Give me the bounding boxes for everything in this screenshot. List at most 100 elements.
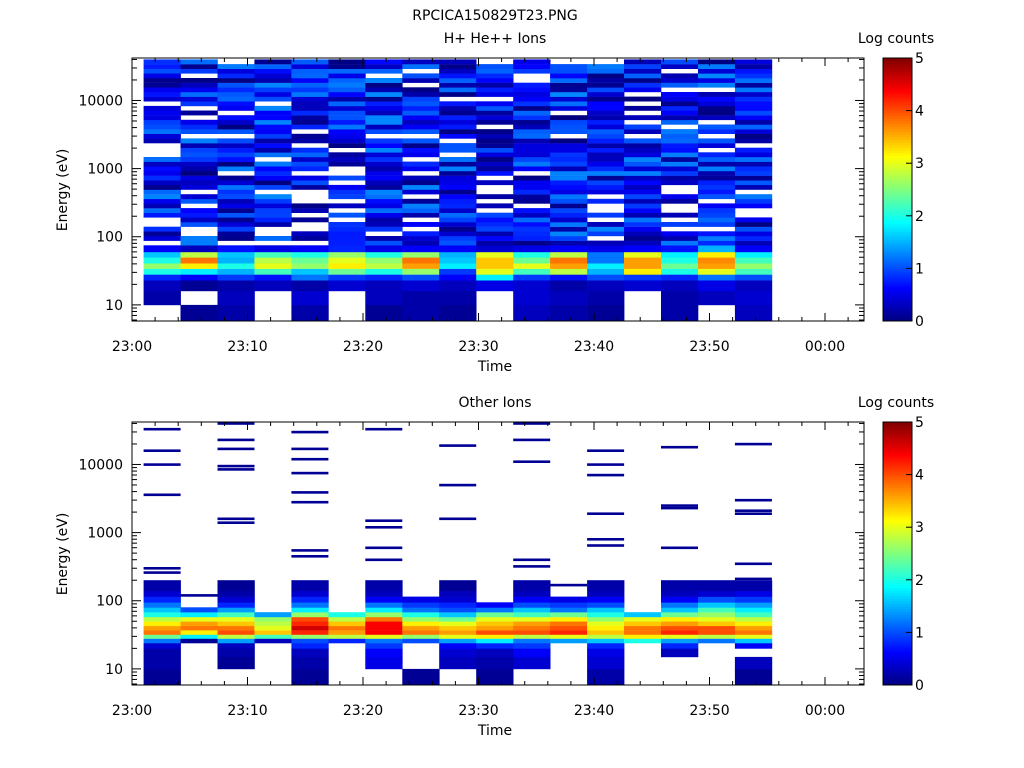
- heatmap-cell: [587, 152, 625, 158]
- heatmap-cell: [402, 101, 440, 107]
- heatmap-cell: [328, 251, 366, 258]
- heatmap-cell: [513, 101, 551, 107]
- heatmap-cell: [476, 133, 514, 139]
- heatmap-cell: [254, 105, 292, 111]
- heatmap-cell: [550, 73, 588, 79]
- heatmap-cell: [624, 280, 662, 292]
- heatmap-cell: [476, 161, 514, 167]
- heatmap-cell: [365, 280, 403, 292]
- heatmap-cell: [291, 643, 329, 649]
- heatmap-line: [587, 449, 625, 452]
- heatmap-cell: [698, 634, 736, 639]
- heatmap-cell: [476, 105, 514, 111]
- heatmap-cell: [698, 161, 736, 167]
- heatmap-cell: [734, 245, 773, 253]
- heatmap-cell: [291, 119, 329, 125]
- heatmap-cell: [439, 268, 477, 275]
- heatmap-cell: [476, 73, 514, 79]
- heatmap-cell: [624, 263, 662, 269]
- heatmap-cell: [513, 634, 551, 639]
- heatmap-cell: [180, 236, 218, 241]
- heatmap-cell: [365, 274, 403, 281]
- heatmap-cell: [513, 59, 551, 65]
- heatmap-cell: [587, 263, 625, 269]
- heatmap-cell: [328, 616, 366, 622]
- heatmap-cell: [624, 240, 662, 246]
- heatmap-cell: [291, 607, 329, 613]
- heatmap-cell: [439, 73, 477, 79]
- heatmap-cell: [328, 129, 366, 134]
- heatmap-cell: [291, 68, 329, 74]
- heatmap-cell: [734, 194, 773, 200]
- heatmap-cell: [661, 78, 699, 83]
- heatmap-cell: [328, 101, 366, 107]
- heatmap-cell: [143, 638, 181, 644]
- heatmap-cell: [734, 217, 773, 223]
- heatmap-cell: [254, 143, 292, 148]
- heatmap-cell: [624, 124, 662, 130]
- heatmap-cell: [143, 648, 181, 658]
- heatmap-cell: [513, 621, 551, 627]
- heatmap-cell: [624, 105, 662, 111]
- heatmap-cell: [328, 105, 366, 111]
- heatmap-cell: [587, 596, 625, 603]
- heatmap-cell: [217, 291, 255, 306]
- heatmap-cell: [513, 166, 551, 172]
- heatmap-cell: [734, 236, 773, 241]
- heatmap-line: [180, 594, 218, 597]
- heatmap-cell: [513, 194, 551, 200]
- heatmap-line: [587, 538, 625, 541]
- heatmap-cell: [439, 217, 477, 223]
- heatmap-cell: [365, 82, 403, 88]
- heatmap-cell: [439, 189, 477, 195]
- heatmap-cell: [734, 73, 773, 79]
- heatmap-cell: [217, 217, 255, 223]
- heatmap-line: [513, 460, 551, 463]
- heatmap-cell: [661, 119, 699, 125]
- heatmap-cell: [180, 612, 218, 618]
- heatmap-cell: [587, 231, 625, 237]
- heatmap-cell: [291, 596, 329, 603]
- heatmap-cell: [217, 208, 255, 213]
- heatmap-cell: [587, 643, 625, 649]
- heatmap-cell: [661, 143, 699, 148]
- heatmap-cell: [734, 304, 773, 322]
- heatmap-cell: [550, 612, 588, 618]
- heatmap-cell: [217, 638, 255, 644]
- heatmap-cell: [439, 68, 477, 74]
- heatmap-cell: [698, 217, 736, 223]
- heatmap-cell: [624, 203, 662, 209]
- heatmap-cell: [217, 124, 255, 130]
- x-axis-label: Time: [477, 723, 512, 739]
- heatmap-cell: [328, 236, 366, 241]
- heatmap-cell: [143, 590, 181, 597]
- heatmap-cell: [180, 184, 218, 190]
- heatmap-cell: [328, 184, 366, 190]
- heatmap-cell: [624, 184, 662, 190]
- heatmap-cell: [513, 157, 551, 162]
- heatmap-cell: [439, 607, 477, 613]
- heatmap-cell: [365, 124, 403, 130]
- heatmap-cell: [402, 184, 440, 190]
- heatmap-cell: [624, 226, 662, 232]
- heatmap-cell: [661, 590, 699, 597]
- heatmap-cell: [217, 245, 255, 253]
- heatmap-cell: [217, 119, 255, 125]
- heatmap-cell: [734, 152, 773, 158]
- heatmap-cell: [291, 304, 329, 322]
- heatmap-cell: [550, 245, 588, 253]
- heatmap-cell: [513, 251, 551, 258]
- heatmap-cell: [439, 240, 477, 246]
- heatmap-cell: [550, 64, 588, 69]
- heatmap-cell: [254, 59, 292, 65]
- colorbar: 0 1 2 3 4 5: [882, 51, 924, 330]
- heatmap-cell: [143, 236, 181, 241]
- heatmap-cell: [513, 602, 551, 608]
- heatmap-cell: [365, 105, 403, 111]
- heatmap-cell: [476, 634, 514, 639]
- heatmap-cell: [550, 152, 588, 158]
- heatmap-cell: [624, 157, 662, 162]
- heatmap-cell: [513, 143, 551, 148]
- heatmap-cell: [734, 68, 773, 74]
- heatmap-cell: [217, 634, 255, 639]
